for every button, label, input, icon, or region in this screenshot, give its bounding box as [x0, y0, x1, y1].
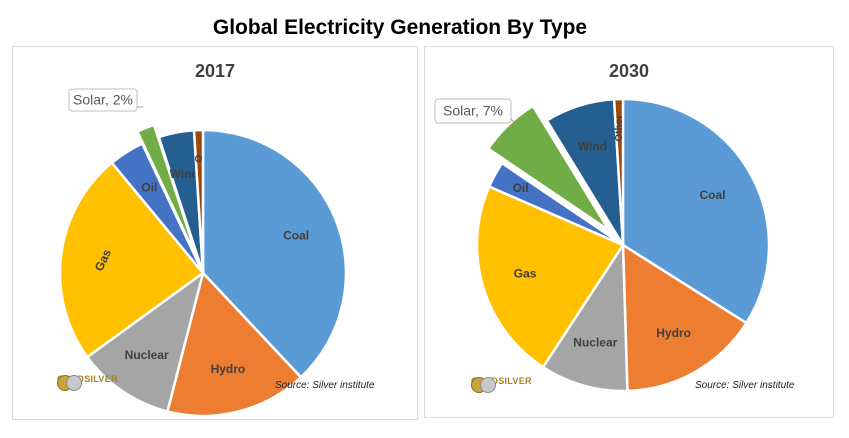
slice-label-oil: Oil [141, 181, 157, 195]
chart-title-2017: 2017 [194, 61, 236, 81]
solar-callout-leader [510, 118, 516, 124]
goldsilver-logo: GOLDSILVER [471, 376, 532, 393]
coin-icon [471, 377, 496, 393]
solar-callout-label: Solar, 2% [73, 92, 133, 108]
logo-text: GOLDSILVER [57, 374, 118, 384]
pie-slice-coal [201, 128, 348, 380]
source-note: Source: Silver institute [275, 380, 375, 391]
slice-label-oil: Oil [513, 181, 529, 195]
slice-label-nuclear: Nuclear [573, 336, 617, 350]
coin-icon [57, 375, 82, 391]
pie-slice-other [612, 97, 625, 246]
solar-callout-box [434, 98, 512, 124]
slice-label-hydro: Hydro [656, 326, 691, 340]
slice-label-coal: Coal [283, 228, 309, 242]
source-note: Source: Silver institute [695, 380, 795, 391]
chart-panel-2030: 2030 Coal Hydro Nuclear Gas Oil Wind Other Sola… [424, 46, 834, 418]
goldsilver-logo: GOLDSILVER [57, 374, 118, 391]
slice-label-gas: Gas [514, 266, 537, 280]
chart-title-2030: 2030 [608, 61, 650, 81]
slice-label-wind: Wind [170, 167, 199, 181]
pie-slice-solar [486, 104, 611, 232]
pie-slice-hydro [621, 242, 749, 393]
logo-text: GOLDSILVER [471, 376, 532, 386]
pie-chart-2030: Coal Hydro Nuclear Gas Oil Wind Other Solar, 7% [434, 97, 771, 393]
solar-callout-label: Solar, 7% [443, 103, 503, 119]
slice-label-other: Other [614, 115, 625, 142]
pie-slice-gas [475, 184, 625, 369]
slice-label-hydro: Hydro [211, 362, 246, 376]
pie-slice-nuclear [85, 269, 206, 414]
chart-panel-2017: 2017 Coal Hydro Nuclear Gas Oil Wind O Solar, 2… [12, 46, 418, 420]
pie-slice-solar [135, 123, 200, 262]
pie-slice-gas [58, 161, 205, 359]
slice-label-other: O [194, 155, 205, 163]
main-title: Global Electricity Generation By Type [212, 16, 588, 39]
pie-slice-hydro [165, 270, 303, 418]
pie-slice-nuclear [541, 240, 629, 393]
slice-label-nuclear: Nuclear [125, 348, 169, 362]
slice-label-coal: Coal [699, 188, 725, 202]
pie-slice-oil [487, 161, 624, 247]
pie-slice-other [192, 128, 205, 274]
solar-callout-box [68, 88, 138, 112]
slice-label-wind: Wind [578, 140, 607, 154]
